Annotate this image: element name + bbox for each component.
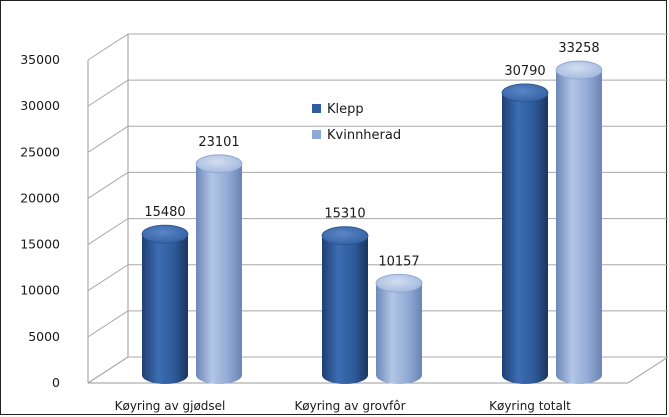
bar-top (195, 154, 243, 174)
bar (501, 83, 549, 384)
bar-body (376, 283, 422, 384)
data-label: 15480 (144, 205, 185, 220)
gridlines (87, 33, 669, 384)
bar-body (556, 70, 602, 384)
bar (555, 60, 603, 384)
gridline (87, 79, 668, 107)
data-label: 15310 (324, 207, 365, 222)
gridline (87, 33, 668, 61)
y-tick-label: 10000 (20, 283, 60, 298)
bar (195, 154, 243, 384)
gridline (87, 264, 668, 292)
y-tick-label: 20000 (20, 190, 60, 205)
y-tick-label: 0 (52, 375, 60, 390)
bar-body (196, 163, 242, 384)
gridline (87, 356, 668, 384)
data-label: 33258 (558, 41, 599, 56)
y-tick-label: 30000 (20, 98, 60, 113)
bar-top (321, 226, 369, 246)
data-label: 10157 (378, 254, 419, 269)
data-label: 23101 (198, 135, 239, 150)
legend-label: Kvinnherad (327, 128, 401, 143)
gridline (87, 310, 668, 338)
category-label: Køyring av gjødsel (115, 399, 226, 413)
legend-swatch (312, 104, 321, 113)
data-label: 30790 (504, 64, 545, 79)
category-labels: Køyring av gjødsel Køyring av grovfôr Køyr… (115, 399, 572, 413)
category-label: Køyring totalt (489, 399, 571, 413)
bar-top (141, 224, 189, 244)
bar-body (502, 92, 548, 384)
gridline (87, 218, 668, 245)
y-tick-label: 35000 (20, 52, 60, 67)
y-tick-label: 5000 (28, 329, 60, 344)
bar-top (375, 273, 423, 293)
bar-top (555, 60, 603, 80)
y-tick-label: 15000 (20, 237, 60, 252)
legend-label: Klepp (327, 102, 364, 117)
floor-right-edge (627, 356, 669, 384)
bar (141, 224, 189, 384)
bar-top (501, 83, 549, 103)
bars (141, 60, 603, 384)
gridline (87, 171, 668, 199)
y-axis-ticks: 0 5000 10000 15000 20000 25000 30000 35000 (20, 52, 60, 390)
bar (321, 226, 369, 384)
data-labels: 15480 23101 15310 10157 30790 33258 (144, 41, 599, 269)
y-tick-label: 25000 (20, 144, 60, 159)
bar-body (322, 235, 368, 384)
gridline (87, 125, 668, 153)
category-label: Køyring av grovfôr (294, 399, 405, 413)
legend: Klepp Kvinnherad (312, 102, 401, 143)
legend-swatch (312, 130, 321, 139)
bar-body (142, 234, 188, 384)
bar (375, 273, 423, 384)
